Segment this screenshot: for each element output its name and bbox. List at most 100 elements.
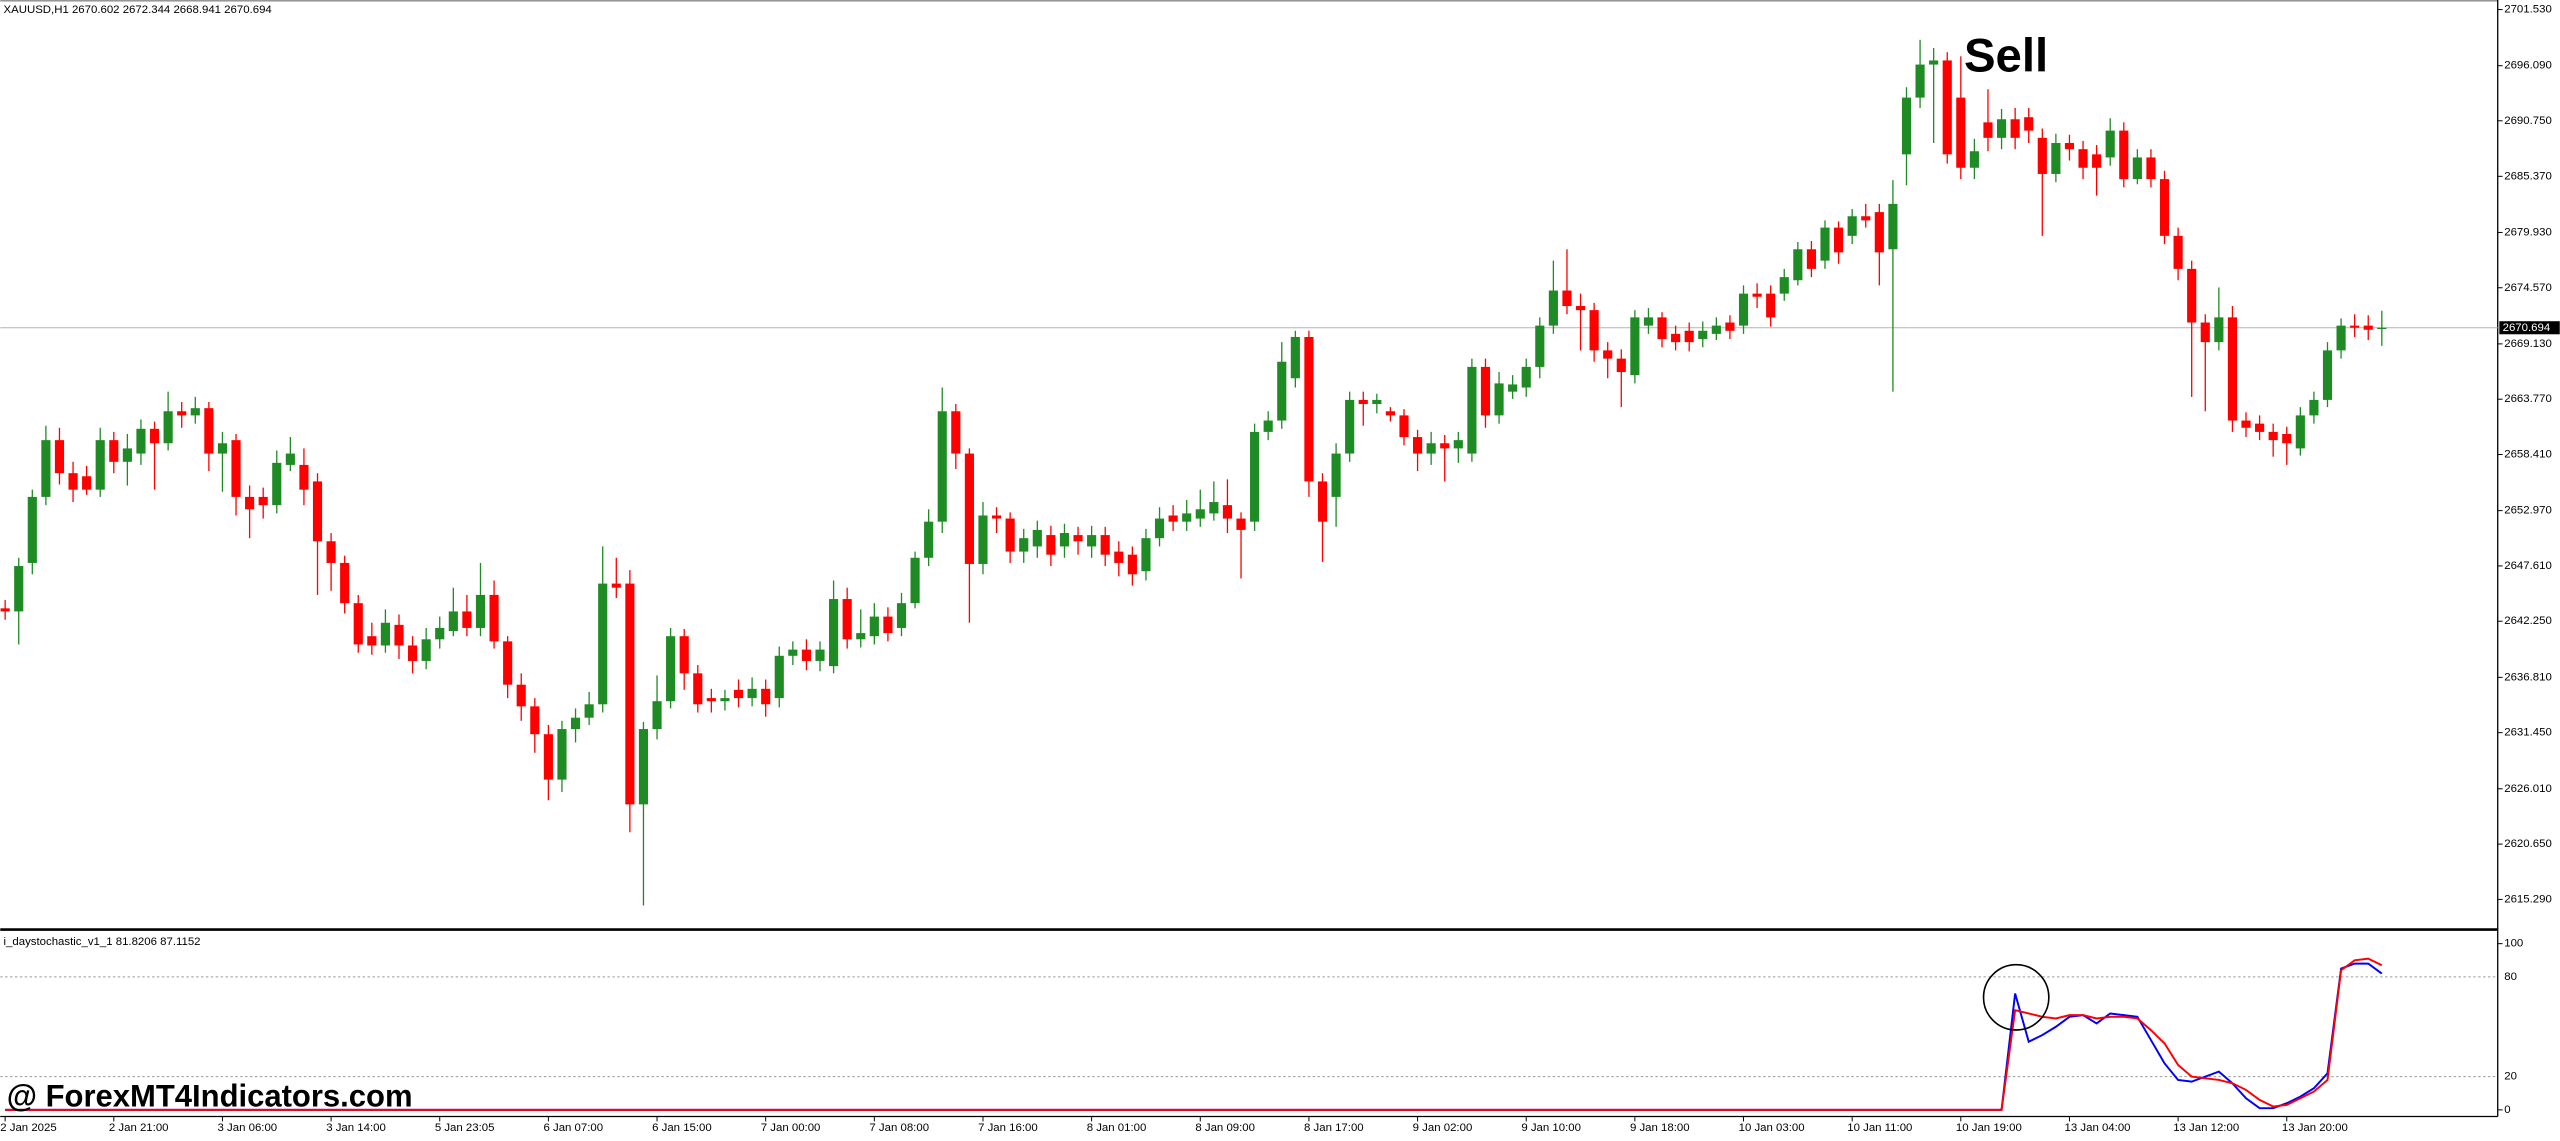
candle-body [1996, 119, 2007, 138]
candle-body [1806, 249, 1816, 269]
candle-body [1127, 554, 1137, 575]
current-price-box [2499, 321, 2560, 335]
candle-body [1575, 306, 1586, 311]
candle-body [1929, 60, 1939, 65]
candle-body [367, 636, 377, 646]
candle-body [82, 476, 92, 490]
candle-body [149, 428, 160, 444]
candle-body [910, 557, 920, 604]
candle-body [1548, 290, 1558, 326]
price-tick-label: 2652.970 [2504, 505, 2552, 517]
candle-body [353, 603, 363, 645]
candle-body [380, 622, 390, 646]
time-tick-label: 10 Jan 11:00 [1847, 1122, 1912, 1134]
candle-body [109, 440, 119, 462]
candle-body [856, 633, 866, 640]
price-tick-label: 2636.810 [2504, 671, 2552, 683]
candle-body [177, 411, 187, 416]
candle-body [1222, 505, 1233, 519]
candle-body [2105, 130, 2115, 158]
candle-body [2159, 179, 2170, 236]
candle-body [2350, 325, 2360, 328]
candle-body [1317, 481, 1328, 522]
candle-body [190, 408, 200, 416]
candle-body [68, 473, 78, 490]
candle-body [2214, 317, 2224, 343]
candle-body [1847, 216, 1857, 236]
candle-body [340, 562, 350, 604]
candle-body [1290, 336, 1300, 379]
time-tick-label: 9 Jan 18:00 [1630, 1122, 1690, 1134]
candle-body [2377, 327, 2387, 330]
candle-body [1643, 317, 1654, 326]
candle-body [1182, 513, 1192, 522]
time-tick-label: 2 Jan 2025 [0, 1122, 56, 1134]
candle-body [1467, 366, 1477, 454]
candle-body [27, 496, 37, 563]
time-tick-label: 13 Jan 12:00 [2173, 1122, 2239, 1134]
candle-body [706, 698, 716, 702]
candle-body [1793, 249, 1803, 281]
candle-body [1589, 310, 1599, 351]
candle-body [1630, 317, 1640, 376]
candle-body [638, 729, 649, 805]
candle-body [2064, 142, 2075, 150]
candle-body [883, 616, 893, 634]
candle-body [136, 428, 146, 454]
candle-body [2092, 154, 2102, 168]
candle-body [2255, 423, 2265, 432]
candle-body [475, 594, 486, 628]
candle-body [924, 521, 934, 558]
candle-body [1834, 227, 1844, 253]
candle-body [2037, 137, 2047, 174]
candle-body [326, 541, 336, 563]
candle-body [2363, 325, 2373, 330]
candle-body [1168, 515, 1178, 522]
candle-body [1480, 366, 1491, 416]
candle-body [1154, 518, 1165, 539]
candle-body [1453, 440, 1463, 449]
candle-body [693, 673, 703, 705]
price-tick-label: 2647.610 [2504, 560, 2552, 572]
candle-body [2146, 157, 2156, 180]
candle-body [1956, 97, 1966, 168]
candle-body [1358, 399, 1368, 405]
time-tick-label: 8 Jan 17:00 [1304, 1122, 1364, 1134]
candle-body [1372, 399, 1382, 405]
indicator-tick-label: 20 [2504, 1071, 2517, 1083]
candle-body [163, 411, 173, 444]
candle-body [1616, 358, 1626, 373]
candle-body [14, 566, 24, 612]
candle-body [829, 599, 839, 667]
candle-body [1236, 518, 1246, 530]
candle-body [1141, 538, 1151, 572]
candle-body [1779, 277, 1789, 294]
candle-body [1603, 350, 1613, 359]
candle-body [896, 603, 907, 628]
candle-body [1888, 203, 1898, 250]
candle-body [2187, 268, 2197, 323]
candle-body [801, 649, 811, 661]
candle-body [1209, 502, 1219, 514]
candle-body [788, 649, 798, 656]
time-tick-label: 9 Jan 10:00 [1521, 1122, 1581, 1134]
price-tick-label: 2685.370 [2504, 170, 2552, 182]
candle-body [1725, 322, 1735, 331]
candle-body [761, 688, 771, 705]
candle-body [231, 440, 241, 497]
candle-body [2295, 415, 2305, 449]
candle-body [937, 411, 947, 522]
candle-body [1752, 293, 1762, 297]
time-tick-label: 6 Jan 07:00 [543, 1122, 603, 1134]
candle-body [1304, 336, 1314, 482]
candle-body [1426, 443, 1436, 454]
price-tick-label: 2663.770 [2504, 393, 2552, 405]
candle-body [1521, 366, 1531, 388]
candle-body [1399, 415, 1409, 438]
candle-body [258, 496, 268, 506]
indicator-header: i_daystochastic_v1_1 81.8206 87.1152 [4, 936, 201, 948]
candle-body [435, 627, 445, 640]
candle-body [951, 411, 961, 454]
candle-body [1413, 437, 1423, 454]
